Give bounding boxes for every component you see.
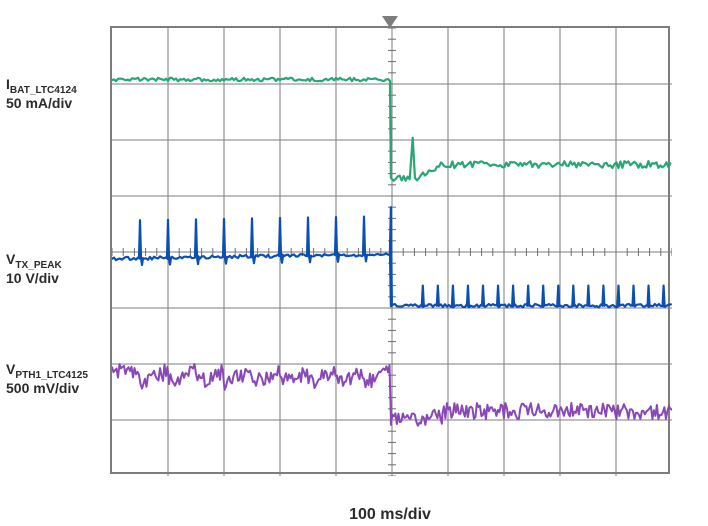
timebase-label: 100 ms/div (110, 506, 670, 524)
trace-label-vtx: VTX_PEAK10 V/div (6, 252, 108, 286)
scope-container: 100 ms/div IBAT_LTC412450 mA/div VTX_PEAK… (0, 0, 708, 526)
scope-grid (110, 26, 670, 474)
trace-ibat (112, 78, 670, 181)
trace-label-ibat: IBAT_LTC412450 mA/div (6, 77, 108, 111)
scope-svg (112, 28, 672, 476)
trigger-marker-icon (382, 16, 398, 28)
trace-label-vpth: VPTH1_LTC4125500 mV/div (6, 362, 108, 396)
